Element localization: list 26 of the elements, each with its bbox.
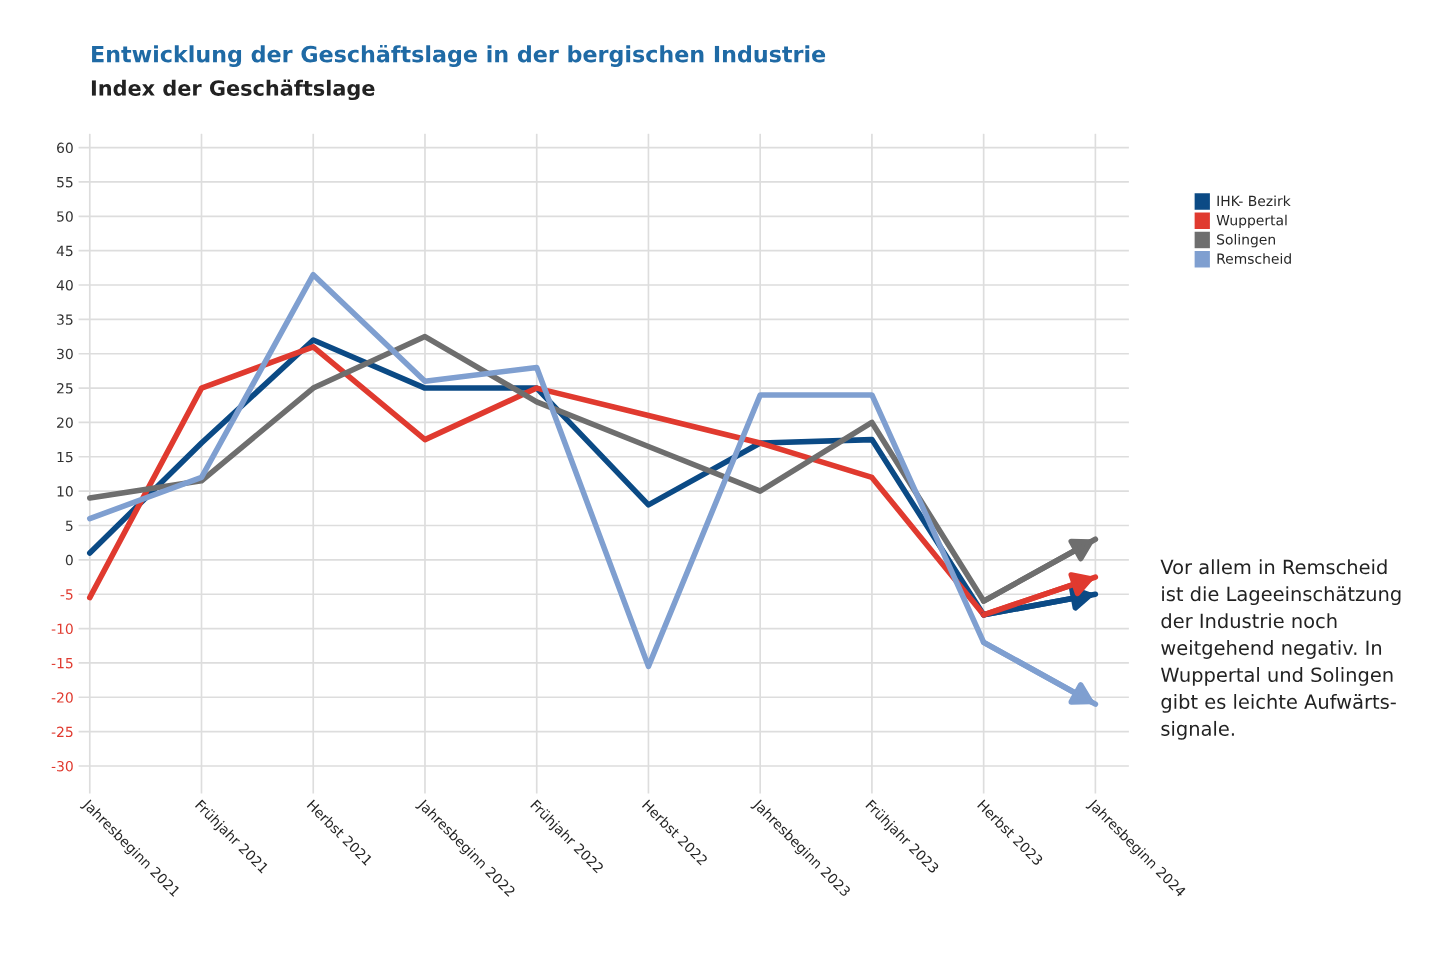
y-tick-label: -5	[60, 589, 73, 600]
chart-title: Entwicklung der Geschäftslage in der bergischen Industrie	[92, 44, 826, 67]
chart-subtitle: Index der Geschäftslage	[91, 79, 375, 101]
y-tick-label: 10	[57, 486, 73, 497]
y-tick-label: 25	[57, 383, 73, 394]
y-tick-label: 35	[57, 314, 73, 325]
y-tick-label: 20	[57, 417, 73, 428]
y-tick-label: 30	[57, 348, 73, 360]
y-tick-label: -10	[51, 623, 73, 635]
y-tick-label: 55	[57, 177, 73, 188]
y-tick-label: -25	[51, 726, 73, 738]
y-tick-label: 40	[56, 279, 73, 291]
legend-label: Wuppertal	[1216, 214, 1287, 229]
legend-label: Solingen	[1217, 233, 1275, 248]
y-tick-label: 45	[56, 245, 73, 257]
text: Vor allem in Remscheid ist die Lageeinschätzung der Industrie noch weitgehend negativ. In Wuppertal und Solingen gibt es leichte Aufwärts- signale.	[1160, 559, 1401, 740]
y-tick-label: 60	[57, 142, 73, 154]
y-tick-label: 15	[57, 451, 73, 463]
y-tick-label: -30	[51, 760, 73, 772]
y-tick-label: 50	[57, 211, 73, 222]
y-tick-label: -20	[51, 692, 73, 703]
legend-label: IHK- Bezirk	[1217, 195, 1291, 207]
y-tick-label: 5	[65, 520, 73, 531]
y-tick-label: -15	[51, 658, 73, 669]
y-tick-label: 0	[65, 554, 73, 566]
legend-label: Remscheid	[1217, 253, 1291, 264]
